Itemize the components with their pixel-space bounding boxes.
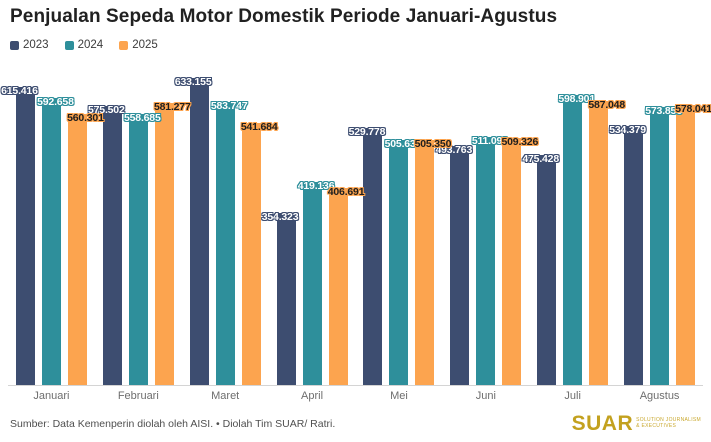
- legend: 2023 2024 2025: [10, 39, 158, 51]
- bar-group-agustus: 534.379 573.856 578.041: [609, 70, 711, 385]
- bar-value-label: 573.856: [645, 104, 682, 117]
- legend-item-2024: 2024: [64, 39, 104, 51]
- bar-value-label: 475.428: [522, 152, 559, 165]
- bar-value-label: 558.685: [124, 112, 161, 125]
- bar-value-label: 529.778: [348, 126, 386, 139]
- bar-2023-januari: 615.416: [1, 85, 38, 385]
- bar-2023-mei: 529.778: [349, 126, 385, 385]
- bar-value-label: 505.350: [414, 138, 452, 151]
- x-axis-label-februari: Februari: [117, 390, 159, 402]
- bar-value-label: 587.048: [588, 98, 625, 111]
- bar-group-januari: 615.416 592.658 560.301: [1, 70, 104, 385]
- legend-swatch-icon: [64, 40, 74, 50]
- bar-value-label: 419.136: [297, 179, 335, 192]
- legend-label: 2024: [77, 39, 104, 51]
- plot-area: 615.416 592.658 560.301 575.502 558.685 581.2…: [1, 70, 711, 386]
- bar-2024-februari: 558.685: [124, 112, 161, 385]
- legend-item-2025: 2025: [119, 39, 158, 51]
- bar-value-label: 505.637: [384, 138, 422, 150]
- x-axis-label-januari: Januari: [33, 390, 70, 402]
- bar-value-label: 354.323: [261, 211, 299, 224]
- x-axis-label-juni: Juni: [475, 390, 496, 402]
- bar-2023-agustus: 534.379: [609, 124, 646, 385]
- bar-2025-juli: 587.048: [588, 99, 625, 385]
- bar-group-juni: 493.763 511.093 509.326: [436, 70, 538, 385]
- bar-2024-mei: 505.637: [385, 138, 421, 385]
- legend-label: 2025: [132, 39, 158, 51]
- bar-value-label: 598.901: [558, 92, 595, 105]
- logo-tagline: SOLUTION JOURNALISM & EXECUTIVES: [636, 413, 701, 429]
- bar-group-maret: 633.155 583.747 541.684: [175, 70, 278, 385]
- bar-value-label: 633.155: [174, 76, 212, 89]
- bar-2025-februari: 581.277: [154, 101, 191, 385]
- suar-logo: SUAR SOLUTION JOURNALISM & EXECUTIVES: [572, 413, 701, 435]
- legend-label: 2023: [23, 39, 49, 51]
- bar-2023-juli: 475.428: [522, 153, 559, 385]
- logo-tagline-line1: SOLUTION JOURNALISM: [636, 417, 701, 423]
- bar-group-mei: 529.778 505.637 505.350: [349, 70, 451, 385]
- bar-value-label: 541.684: [240, 120, 278, 133]
- chart-title: Penjualan Sepeda Motor Domestik Periode …: [10, 6, 558, 27]
- legend-swatch-icon: [119, 40, 129, 50]
- source-note: Sumber: Data Kemenperin diolah oleh AISI…: [10, 418, 336, 430]
- bar-value-label: 581.277: [154, 101, 191, 114]
- bar-2025-januari: 560.301: [67, 112, 104, 385]
- bar-value-label: 534.379: [609, 124, 646, 136]
- x-axis-label-agustus: Agustus: [639, 390, 680, 402]
- bar-2024-april: 419.136: [298, 180, 335, 385]
- x-axis-label-april: April: [301, 390, 324, 402]
- bar-2024-agustus: 573.856: [645, 105, 682, 385]
- bar-value-label: 560.301: [67, 111, 104, 124]
- x-axis: Januari Februari Maret April Mei Juni Juli Agus…: [8, 390, 703, 402]
- bar-value-label: 583.747: [210, 100, 248, 113]
- bar-group-april: 354.323 419.136 406.691: [262, 70, 365, 385]
- bar-2025-april: 406.691: [328, 186, 365, 385]
- bar-value-label: 592.658: [37, 95, 74, 108]
- legend-item-2023: 2023: [10, 39, 49, 51]
- bar-group-juli: 475.428 598.901 587.048: [522, 70, 625, 385]
- bar-2025-mei: 505.350: [415, 138, 451, 385]
- bar-value-label: 615.416: [1, 84, 38, 97]
- x-axis-label-maret: Maret: [211, 390, 240, 402]
- bar-2024-juni: 511.093: [472, 135, 508, 385]
- logo-wordmark: SUAR: [571, 412, 634, 435]
- bar-2025-agustus: 578.041: [675, 103, 711, 385]
- bar-value-label: 406.691: [327, 185, 365, 198]
- legend-swatch-icon: [10, 40, 19, 50]
- bar-2025-maret: 541.684: [241, 121, 278, 385]
- bar-value-label: 511.093: [471, 135, 508, 148]
- bar-value-label: 493.763: [435, 143, 473, 156]
- bar-group-februari: 575.502 558.685 581.277: [88, 70, 191, 385]
- logo-tagline-line2: & EXECUTIVES: [636, 422, 677, 429]
- bar-2025-juni: 509.326: [502, 136, 538, 385]
- x-axis-label-mei: Mei: [390, 390, 408, 402]
- bar-2024-maret: 583.747: [211, 100, 248, 385]
- bar-value-label: 578.041: [675, 102, 711, 115]
- bar-2023-april: 354.323: [262, 211, 299, 385]
- x-axis-label-juli: Juli: [564, 390, 581, 402]
- bar-2024-juli: 598.901: [558, 93, 595, 385]
- bar-2023-maret: 633.155: [175, 76, 212, 385]
- footer: Sumber: Data Kemenperin diolah oleh AISI…: [10, 413, 701, 439]
- bar-2023-februari: 575.502: [88, 104, 125, 385]
- bar-value-label: 575.502: [88, 104, 125, 117]
- bar-value-label: 509.326: [501, 136, 539, 149]
- bar-2023-juni: 493.763: [436, 144, 472, 385]
- bar-2024-januari: 592.658: [37, 96, 74, 385]
